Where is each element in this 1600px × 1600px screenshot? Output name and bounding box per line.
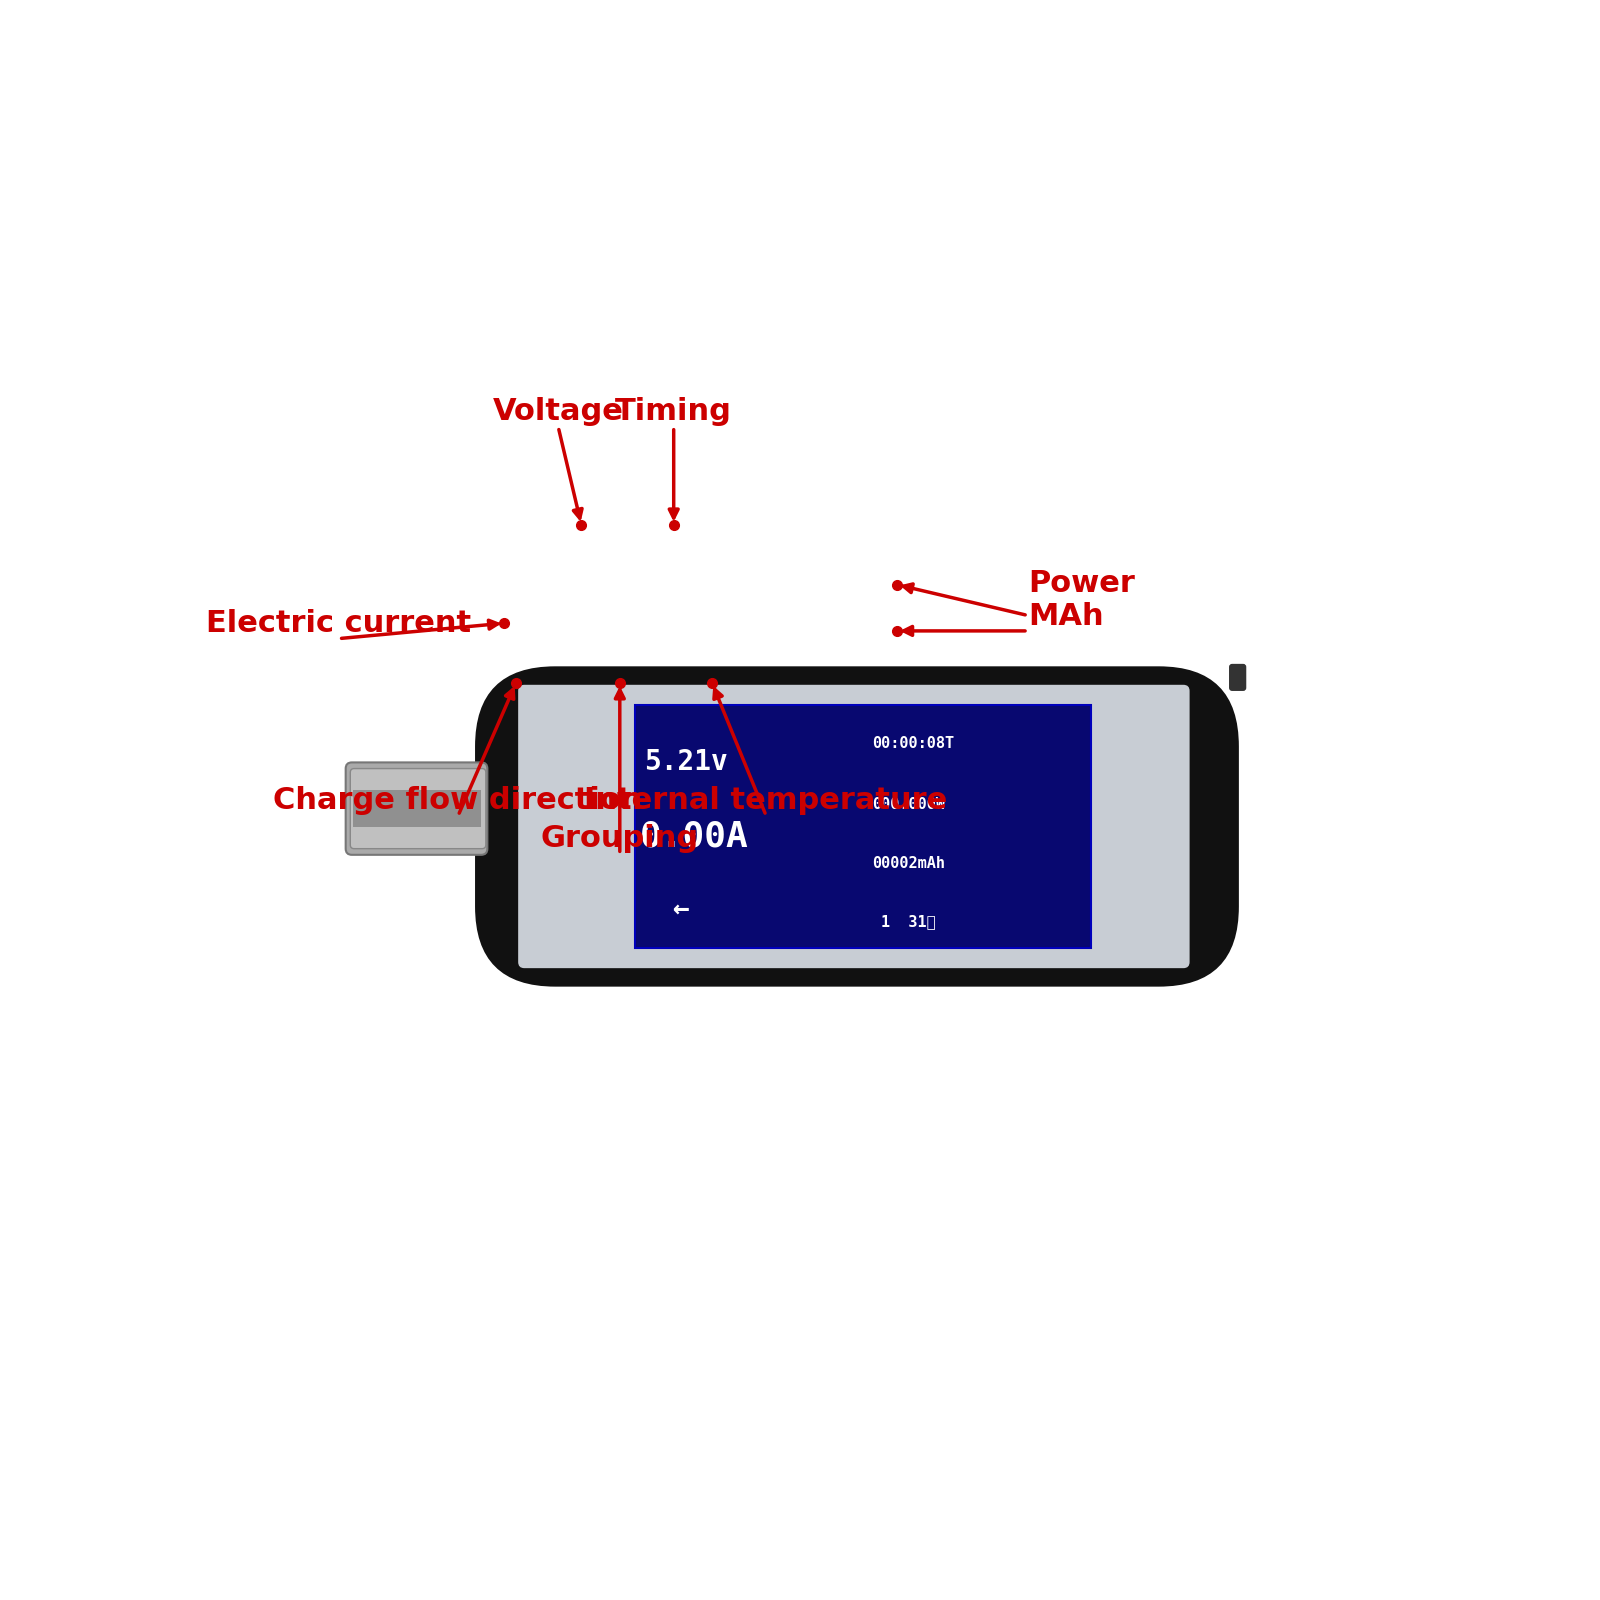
Bar bbox=[354, 790, 482, 827]
Text: Timing: Timing bbox=[616, 397, 733, 426]
Text: ←: ← bbox=[672, 894, 688, 923]
Bar bbox=[635, 704, 1091, 949]
FancyBboxPatch shape bbox=[518, 685, 1190, 968]
FancyBboxPatch shape bbox=[475, 666, 1238, 987]
Text: Grouping: Grouping bbox=[541, 824, 699, 853]
Text: 5.21v: 5.21v bbox=[645, 749, 728, 776]
Text: Charge flow direction: Charge flow direction bbox=[274, 786, 643, 814]
FancyBboxPatch shape bbox=[346, 763, 488, 854]
FancyBboxPatch shape bbox=[1229, 664, 1246, 691]
Text: 0.00A: 0.00A bbox=[640, 819, 749, 853]
Text: Power
MAh: Power MAh bbox=[1027, 568, 1134, 632]
Text: 00002mAh: 00002mAh bbox=[872, 856, 946, 870]
FancyBboxPatch shape bbox=[350, 768, 486, 848]
Text: 1  31℃: 1 31℃ bbox=[882, 914, 936, 930]
Text: Electric current: Electric current bbox=[206, 608, 472, 638]
Text: Internal temperature: Internal temperature bbox=[584, 786, 947, 814]
Text: Voltage: Voltage bbox=[493, 397, 624, 426]
Text: 000.000W: 000.000W bbox=[872, 797, 946, 813]
Text: 00:00:08T: 00:00:08T bbox=[872, 736, 954, 752]
